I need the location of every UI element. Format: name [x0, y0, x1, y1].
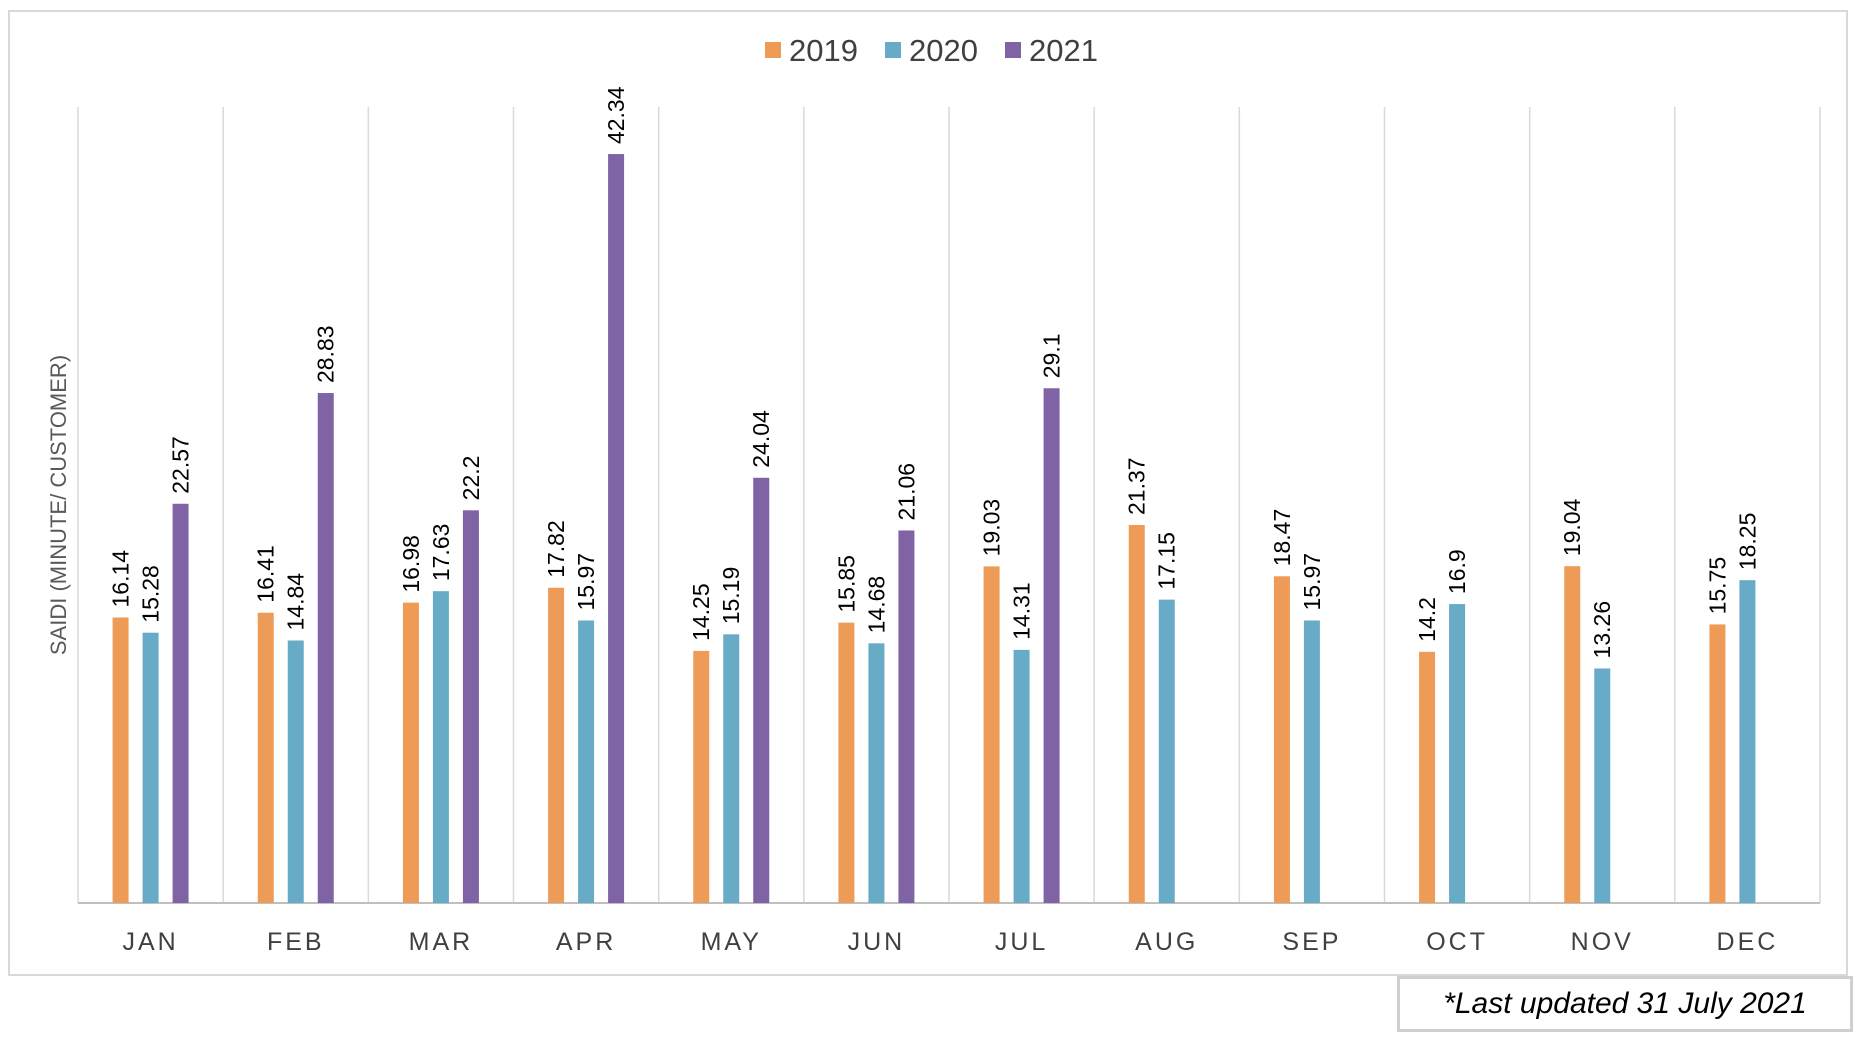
data-label: 16.14	[108, 550, 134, 608]
bar-2019-mar	[402, 602, 419, 903]
bar-2020-nov	[1594, 668, 1611, 903]
data-label: 16.9	[1444, 549, 1470, 594]
x-tick-label: APR	[556, 928, 616, 956]
x-tick-label: SEP	[1282, 928, 1341, 956]
bar-2020-mar	[432, 591, 449, 903]
data-label: 17.15	[1154, 532, 1180, 590]
bar-2020-sep	[1303, 620, 1320, 903]
data-label: 24.04	[748, 410, 774, 468]
data-label: 15.97	[1299, 553, 1325, 611]
x-tick-label: AUG	[1135, 928, 1198, 956]
bar-2019-oct	[1419, 651, 1436, 903]
data-label: 29.1	[1039, 333, 1065, 378]
data-label: 21.37	[1124, 457, 1150, 515]
data-label: 14.2	[1414, 597, 1440, 642]
bar-2020-feb	[287, 640, 304, 903]
data-label: 14.31	[1009, 582, 1035, 640]
bar-2020-oct	[1449, 604, 1466, 903]
data-label: 15.19	[718, 567, 744, 625]
data-label: 15.85	[833, 555, 859, 613]
bar-2020-aug	[1158, 599, 1175, 903]
legend-label-2019: 2019	[789, 33, 858, 68]
bar-2020-apr	[578, 620, 595, 903]
bar-2021-feb	[317, 393, 334, 903]
data-label: 14.84	[283, 573, 309, 631]
data-label: 18.25	[1734, 513, 1760, 571]
legend-label-2021: 2021	[1029, 33, 1098, 68]
x-tick-label: OCT	[1426, 928, 1488, 956]
legend-label-2020: 2020	[909, 33, 978, 68]
legend-swatch-2021	[1005, 42, 1021, 58]
data-label: 14.25	[688, 583, 714, 641]
x-tick-label: FEB	[267, 928, 325, 956]
bar-2019-may	[693, 650, 710, 903]
bar-2019-nov	[1564, 566, 1581, 903]
data-label: 42.34	[603, 86, 629, 144]
bar-2021-jul	[1043, 388, 1060, 904]
bar-2019-dec	[1709, 624, 1726, 903]
bar-2020-jul	[1013, 649, 1030, 903]
bar-2019-feb	[257, 612, 274, 903]
bar-2020-jun	[868, 643, 885, 903]
bar-2020-may	[723, 634, 740, 903]
bar-2019-jul	[983, 566, 1000, 903]
data-label: 22.2	[458, 456, 484, 501]
bar-2019-aug	[1128, 524, 1145, 903]
bar-2021-jan	[172, 503, 189, 903]
bar-2020-dec	[1739, 580, 1756, 903]
x-tick-label: JUL	[995, 928, 1048, 956]
data-label: 19.04	[1559, 498, 1585, 556]
legend-swatch-2019	[765, 42, 781, 58]
data-label: 15.75	[1704, 557, 1730, 615]
bar-2021-jun	[898, 530, 915, 903]
data-label: 17.63	[428, 524, 454, 582]
x-tick-label: MAY	[701, 928, 762, 956]
data-label: 28.83	[313, 325, 339, 383]
chart-frame	[8, 10, 1848, 976]
data-label: 17.82	[543, 520, 569, 578]
x-tick-label: JAN	[122, 928, 178, 956]
data-label: 18.47	[1269, 509, 1295, 567]
bar-2020-jan	[142, 632, 159, 903]
bar-2021-may	[753, 477, 770, 903]
data-label: 15.97	[573, 553, 599, 611]
data-label: 22.57	[168, 436, 194, 494]
data-label: 16.98	[398, 535, 424, 593]
last-updated-note: *Last updated 31 July 2021	[1397, 976, 1853, 1032]
bar-2019-apr	[548, 587, 565, 903]
data-label: 19.03	[979, 499, 1005, 557]
bar-2021-apr	[608, 154, 625, 904]
data-label: 21.06	[893, 463, 919, 521]
x-tick-label: MAR	[409, 928, 474, 956]
last-updated-text: *Last updated 31 July 2021	[1443, 987, 1807, 1020]
data-label: 13.26	[1589, 601, 1615, 659]
x-tick-label: NOV	[1571, 928, 1634, 956]
bar-2019-jun	[838, 622, 855, 903]
bar-2019-sep	[1273, 576, 1290, 903]
y-axis-label: SAIDI (MINUTE/ CUSTOMER)	[46, 355, 71, 655]
bar-2019-jan	[112, 617, 129, 903]
bar-2021-mar	[462, 510, 479, 903]
x-tick-label: JUN	[848, 928, 906, 956]
data-label: 15.28	[138, 565, 164, 623]
x-tick-label: DEC	[1717, 928, 1779, 956]
legend-swatch-2020	[885, 42, 901, 58]
data-label: 14.68	[863, 576, 889, 634]
data-label: 16.41	[253, 545, 279, 603]
